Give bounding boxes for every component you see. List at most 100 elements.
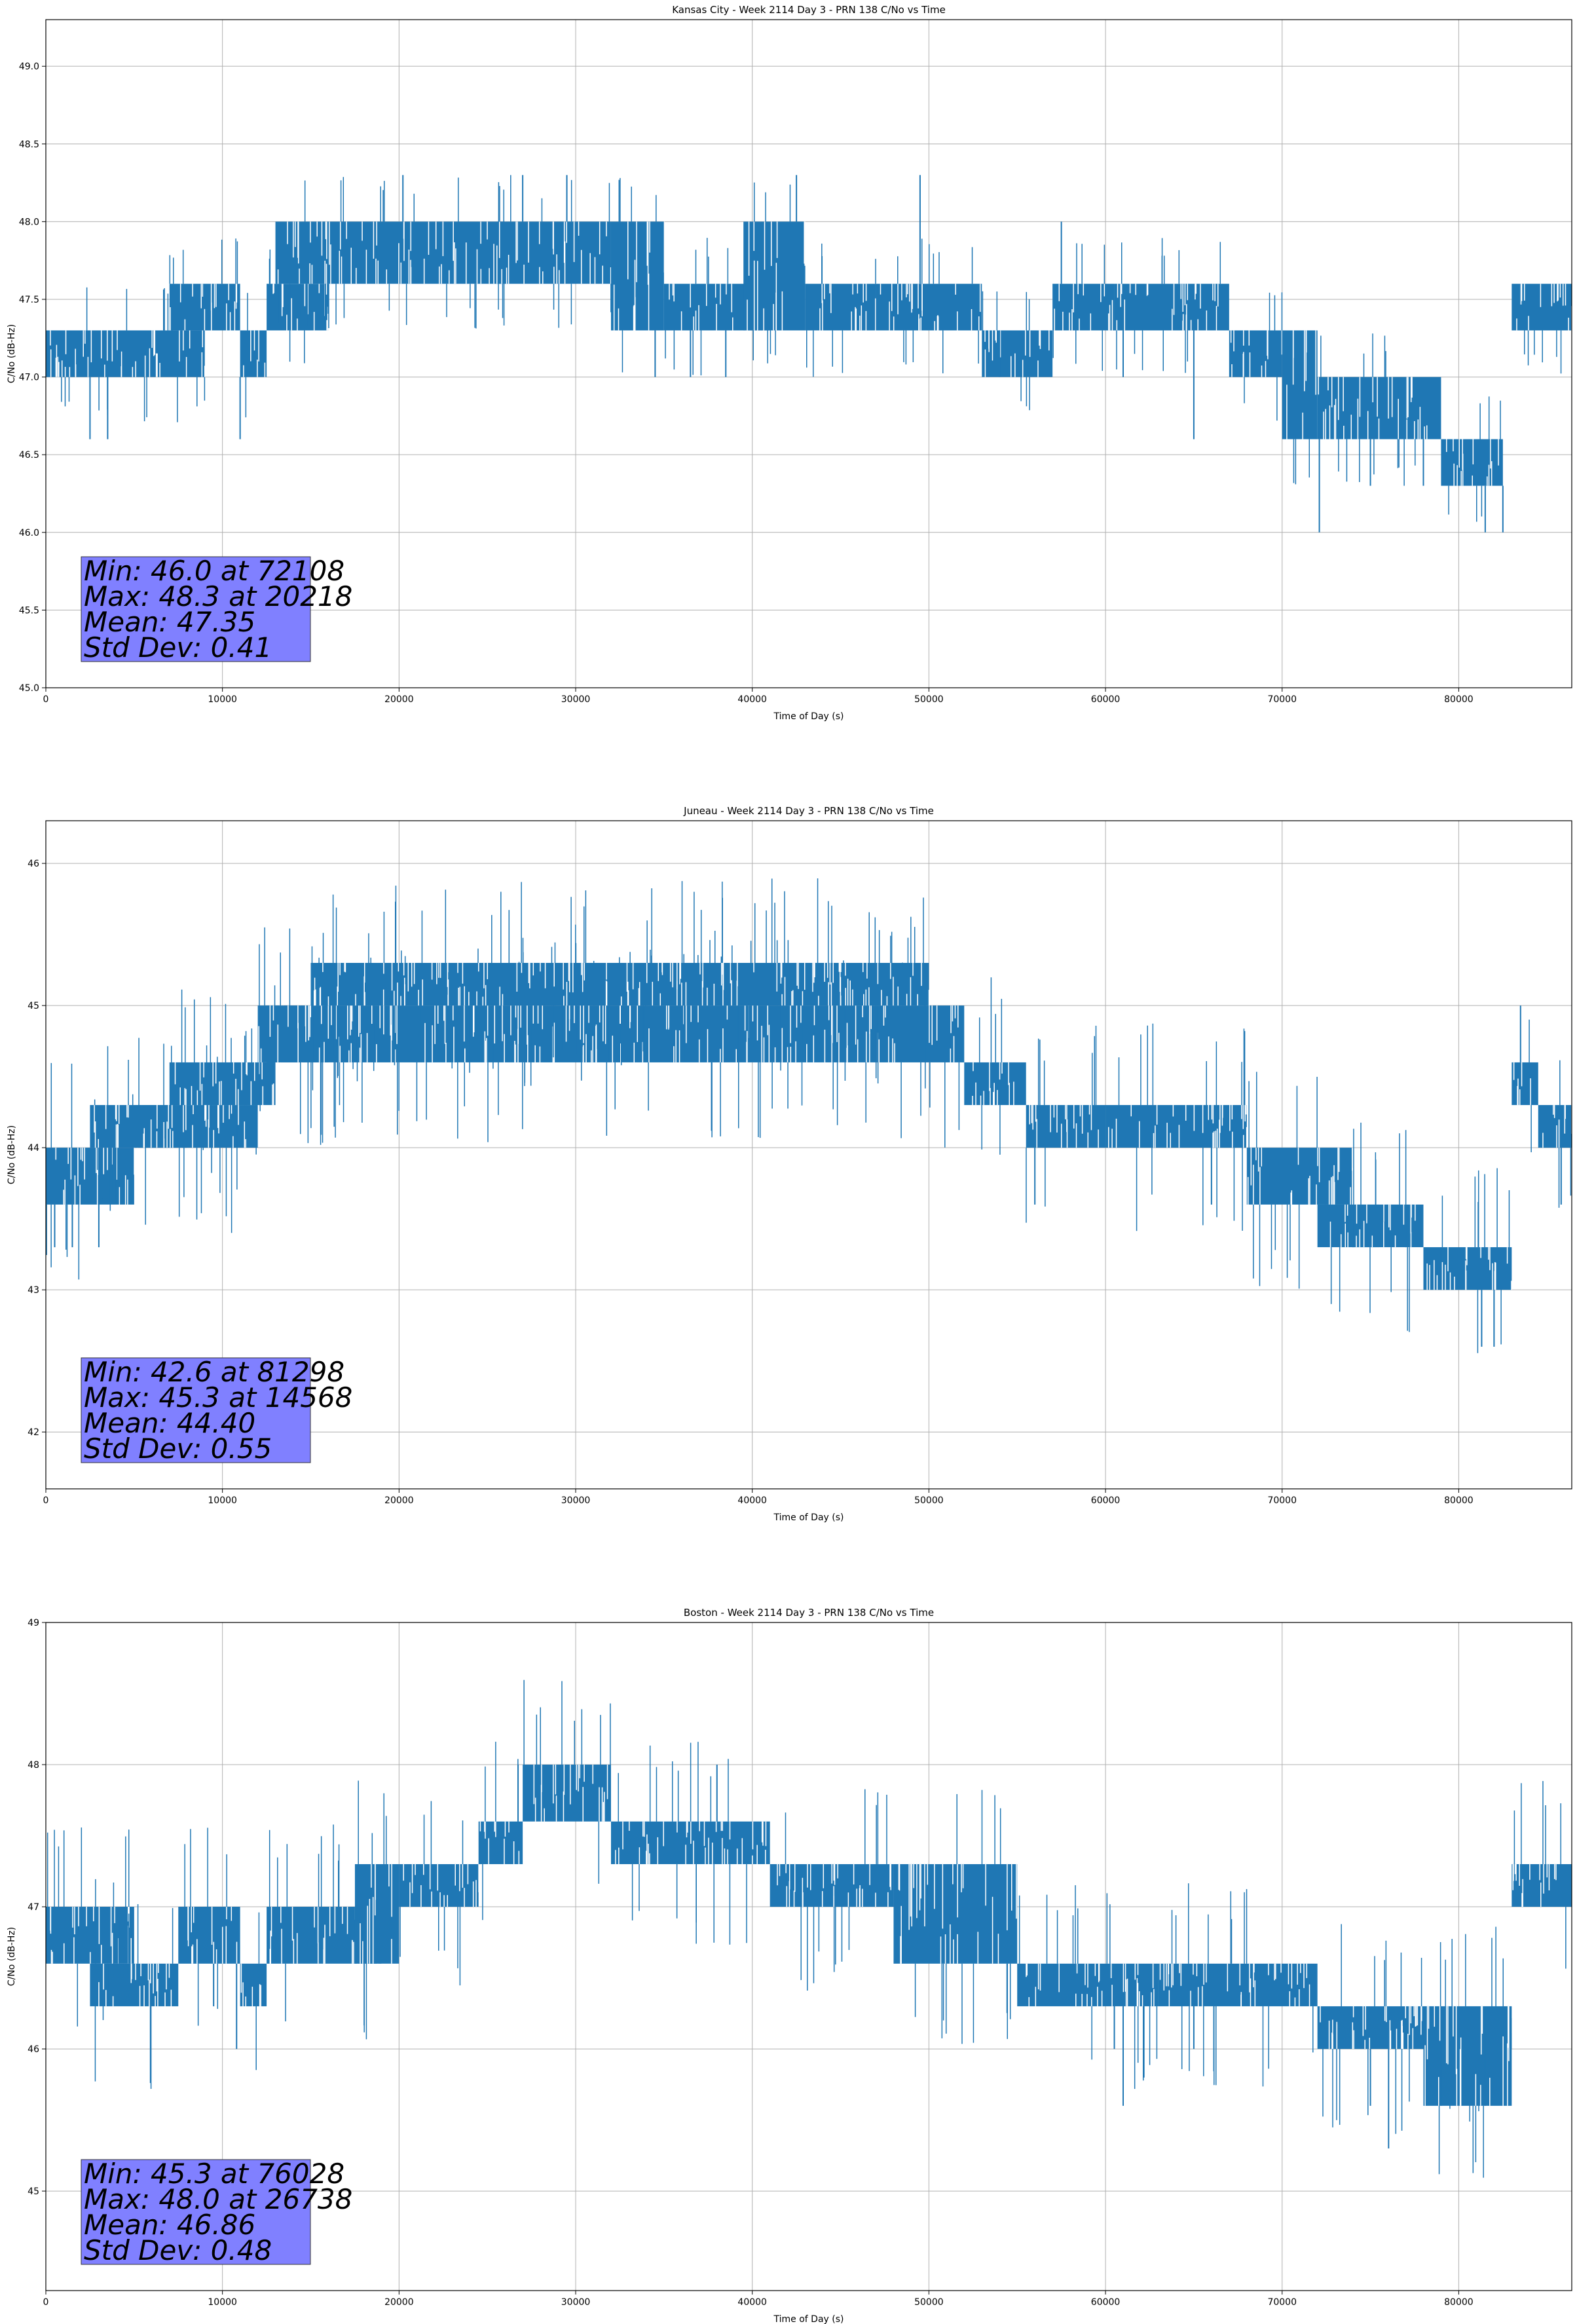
- data-gap: [149, 348, 151, 377]
- data-gap: [1356, 1235, 1357, 1248]
- data-gap: [259, 1062, 261, 1074]
- data-gap: [1564, 1105, 1566, 1134]
- data-gap: [346, 1907, 348, 1934]
- data-gap: [834, 1864, 836, 1885]
- data-gap: [143, 1133, 145, 1148]
- data-gap: [80, 1148, 82, 1160]
- axes-frame: [45, 1622, 1572, 2291]
- data-gap: [193, 1105, 194, 1115]
- data-gap: [398, 243, 399, 284]
- data-gap: [1212, 1105, 1214, 1124]
- data-gap: [661, 963, 663, 973]
- data-gap: [802, 991, 804, 1006]
- data-gap: [898, 1864, 900, 1890]
- data-gap: [272, 1083, 274, 1106]
- data-gap: [1434, 1260, 1435, 1290]
- data-gap: [906, 284, 907, 297]
- data-gap: [1244, 1105, 1246, 1122]
- data-gap: [355, 994, 356, 1006]
- data-gap: [243, 365, 244, 377]
- data-gap: [156, 1131, 158, 1148]
- data-gap: [1553, 1105, 1554, 1115]
- data-gap: [1050, 1105, 1051, 1133]
- data-gap: [579, 1765, 581, 1778]
- data-gap: [605, 981, 607, 1006]
- data-gap: [1524, 284, 1525, 301]
- data-gap: [287, 221, 288, 244]
- data-gap: [1259, 1167, 1261, 1205]
- data-gap: [813, 1005, 815, 1026]
- data-gap: [1110, 1963, 1112, 1978]
- x-tick-label: 80000: [1444, 694, 1474, 705]
- data-gap: [528, 221, 529, 263]
- y-tick-label: 49.0: [19, 62, 39, 72]
- data-gap: [360, 1034, 362, 1062]
- data-gap: [1394, 1235, 1396, 1248]
- data-gap: [1185, 1105, 1187, 1121]
- data-gap: [313, 312, 315, 331]
- data-gap: [116, 1148, 118, 1180]
- data-gap: [917, 994, 918, 1006]
- data-gap: [1337, 1148, 1339, 1180]
- data-gap: [569, 963, 570, 992]
- data-gap: [184, 319, 186, 331]
- data-gap: [1066, 1119, 1068, 1148]
- data-gap: [952, 1864, 954, 1884]
- data-gap: [346, 221, 347, 239]
- data-gap: [544, 1808, 545, 1822]
- data-gap: [1193, 1963, 1194, 1975]
- data-gap: [487, 963, 489, 979]
- data-band: [267, 1005, 965, 1062]
- data-gap: [732, 317, 733, 331]
- data-gap: [342, 1907, 343, 1924]
- data-gap: [574, 1005, 575, 1023]
- data-gap: [201, 352, 203, 377]
- data-gap: [814, 963, 815, 977]
- data-gap: [1058, 1963, 1060, 1993]
- data-gap: [293, 221, 294, 258]
- data-gap: [533, 1765, 535, 1805]
- data-gap: [84, 330, 86, 344]
- data-gap: [383, 1005, 384, 1035]
- data-gap: [1097, 1987, 1098, 2006]
- data-gap: [411, 963, 413, 987]
- data-gap: [462, 1864, 464, 1888]
- data-gap: [1087, 1963, 1088, 1988]
- data-gap: [1182, 284, 1184, 312]
- data-gap: [722, 1821, 723, 1831]
- data-gap: [774, 1047, 776, 1062]
- data-gap: [1329, 405, 1331, 440]
- data-gap: [1426, 1263, 1428, 1290]
- data-gap: [155, 353, 157, 377]
- data-gap: [517, 221, 518, 261]
- data-gap: [620, 1005, 621, 1024]
- data-gap: [866, 963, 868, 979]
- data-gap: [1453, 439, 1454, 452]
- data-gap: [321, 1005, 322, 1024]
- data-gap: [889, 301, 890, 331]
- data-gap: [154, 330, 156, 355]
- data-gap: [1071, 309, 1073, 331]
- data-gap: [1039, 1963, 1041, 1991]
- data-gap: [1309, 1176, 1310, 1205]
- data-gap: [720, 284, 721, 305]
- data-gap: [459, 1864, 460, 1892]
- data-gap: [229, 312, 231, 331]
- data-gap: [563, 963, 564, 990]
- data-gap: [1508, 2006, 1510, 2061]
- data-gap: [453, 1026, 455, 1062]
- data-gap: [861, 305, 863, 331]
- data-gap: [334, 1907, 336, 1934]
- y-axis-label: C/No (dB-Hz): [7, 324, 17, 383]
- data-gap: [1441, 1262, 1443, 1290]
- data-gap: [918, 314, 919, 331]
- data-gap: [1172, 1105, 1174, 1117]
- data-gap: [1083, 284, 1085, 296]
- data-gap: [1494, 1271, 1496, 1290]
- data-gap: [482, 996, 484, 1006]
- data-gap: [786, 1886, 788, 1907]
- data-gap: [439, 1892, 441, 1907]
- data-gap: [189, 330, 191, 349]
- data-gap: [618, 1847, 620, 1864]
- data-gap: [476, 991, 477, 1006]
